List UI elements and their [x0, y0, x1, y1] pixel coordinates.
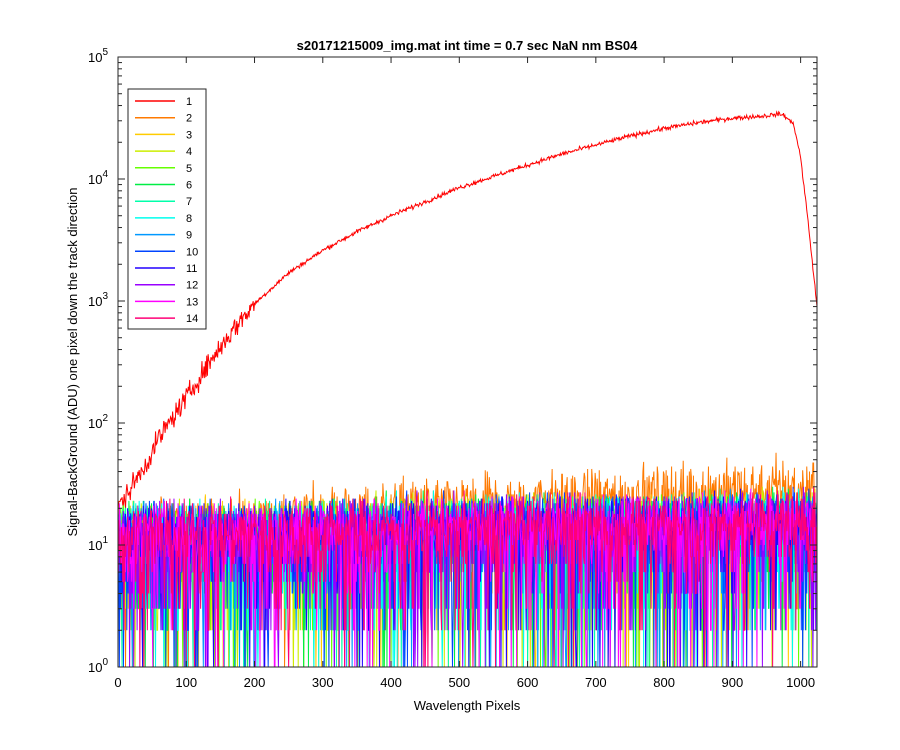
x-tick-label: 0: [114, 675, 121, 690]
legend-box: [127, 88, 207, 330]
y-axis-label: Signal-BackGround (ADU) one pixel down t…: [65, 187, 80, 536]
legend-label-12: 12: [186, 280, 198, 292]
series-line-14: [117, 486, 818, 668]
x-tick-label: 600: [517, 675, 539, 690]
legend-label-9: 9: [186, 230, 192, 242]
legend-label-13: 13: [186, 296, 198, 308]
series-layer: [117, 110, 818, 668]
y-tick-label: 105: [88, 47, 108, 65]
x-tick-label: 800: [653, 675, 675, 690]
legend-label-5: 5: [186, 163, 192, 175]
y-tick-label: 101: [88, 535, 108, 553]
x-tick-label: 1000: [786, 675, 815, 690]
axes-box: [117, 56, 818, 668]
x-tick-label: 400: [380, 675, 402, 690]
legend-label-14: 14: [186, 313, 198, 325]
legend-label-4: 4: [186, 146, 192, 158]
x-axis-label: Wavelength Pixels: [414, 698, 521, 713]
legend-label-1: 1: [186, 96, 192, 108]
legend-label-11: 11: [186, 263, 197, 275]
x-tick-label: 200: [244, 675, 266, 690]
x-tick-label: 100: [175, 675, 197, 690]
x-tick-label: 900: [722, 675, 744, 690]
y-tick-label: 100: [88, 657, 108, 675]
legend-label-6: 6: [186, 180, 192, 192]
legend-label-7: 7: [186, 196, 192, 208]
y-tick-label: 104: [88, 169, 108, 187]
legend-label-10: 10: [186, 246, 198, 258]
x-tick-label: 500: [448, 675, 470, 690]
y-tick-label: 103: [88, 291, 108, 309]
legend-label-3: 3: [186, 129, 192, 141]
y-tick-label: 102: [88, 413, 108, 431]
x-axis: 0 100 200 300 400 500 600 700 800 900 1000: [114, 57, 815, 690]
legend-label-8: 8: [186, 213, 192, 225]
series-line-1: [117, 110, 818, 509]
x-tick-label: 300: [312, 675, 334, 690]
legend-label-2: 2: [186, 113, 192, 125]
x-tick-label: 700: [585, 675, 607, 690]
chart-title: s20171215009_img.mat int time = 0.7 sec …: [297, 38, 638, 53]
